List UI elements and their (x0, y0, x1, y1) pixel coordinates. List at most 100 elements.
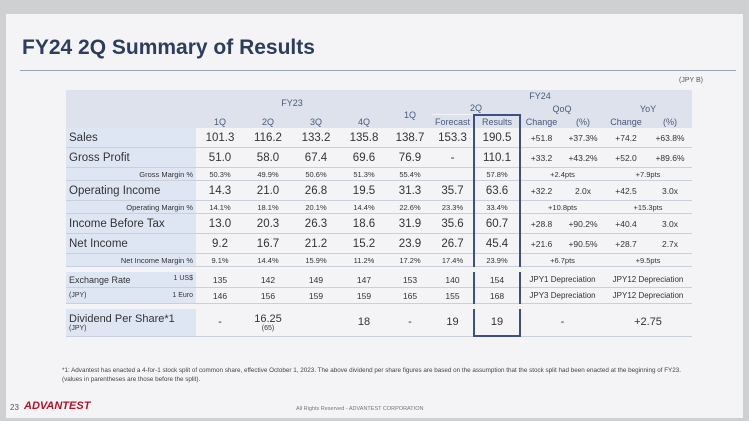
cell: 19 (432, 309, 475, 337)
cell: JPY3 Depreciation (520, 287, 605, 304)
column-header: 3Q (292, 115, 340, 128)
cell: 50.3% (196, 167, 244, 181)
cell: 15.9% (292, 253, 340, 267)
cell: 142 (244, 272, 292, 288)
row-sublabel: 1 US$ (173, 274, 193, 282)
cell: +89.6% (648, 147, 693, 168)
cell: 116.2 (244, 128, 292, 148)
cell: 20.1% (292, 200, 340, 214)
row-label: Sales (66, 128, 196, 148)
cell: +28.7 (604, 233, 649, 254)
column-header: Forecast (432, 115, 475, 128)
cell: 147 (340, 272, 388, 288)
cell: +33.2 (520, 147, 563, 168)
cell: +9.5pts (604, 253, 693, 267)
cell: 26.7 (432, 233, 475, 254)
column-header: 4Q (340, 115, 388, 128)
cell: 20.3 (244, 213, 292, 234)
logo: ADVANTEST (24, 400, 91, 412)
cell-value: 16.25 (254, 312, 282, 325)
results-table: FY23 FY24 1Q 2Q QoQ YoY 1Q 2Q 3Q 4Q Forecast Result… (66, 90, 693, 337)
slide: FY24 2Q Summary of Results (JPY B) FY23 F… (6, 14, 743, 418)
cell: 23.3% (432, 200, 475, 214)
column-header: QoQ (520, 102, 605, 115)
cell: 35.6 (432, 213, 475, 234)
cell: 51.0 (196, 147, 244, 168)
cell: +43.2% (562, 147, 605, 168)
cell: 149 (292, 272, 340, 288)
row-label: Operating Margin % (66, 200, 196, 214)
column-header: 1Q (388, 102, 432, 128)
cell: 156 (244, 287, 292, 304)
cell: +37.3% (562, 128, 605, 148)
row-label: Net Income Margin % (66, 253, 196, 267)
cell: 13.0 (196, 213, 244, 234)
cell: +2.75 (604, 309, 693, 337)
group-label: (JPY) (69, 292, 87, 299)
cell: 11.2% (340, 253, 388, 267)
cell: 16.7 (244, 233, 292, 254)
row-unit: (JPY) (69, 324, 87, 332)
cell: 138.7 (388, 128, 432, 148)
row-label: Gross Margin % (66, 167, 196, 181)
row-label: Gross Profit (66, 147, 196, 168)
cell: +90.2% (562, 213, 605, 234)
cell: 14.4% (244, 253, 292, 267)
group-header: FY24 (388, 90, 693, 102)
cell: +63.8% (648, 128, 693, 148)
column-header: 1Q (196, 115, 244, 128)
cell: 31.9 (388, 213, 432, 234)
cell: 165 (388, 287, 432, 304)
cell: 23.9 (388, 233, 432, 254)
cell: 190.5 (473, 128, 522, 148)
cell-note: (65) (261, 324, 275, 332)
cell: 9.2 (196, 233, 244, 254)
cell: 135 (196, 272, 244, 288)
cell: 26.3 (292, 213, 340, 234)
cell: 23.9% (473, 253, 522, 267)
cell: 146 (196, 287, 244, 304)
cell: +6.7pts (520, 253, 605, 267)
cell: 133.2 (292, 128, 340, 148)
cell: 155 (432, 287, 475, 304)
row-label: Dividend Per Share*1 (JPY) (66, 309, 196, 337)
row-label: Net Income (66, 233, 196, 254)
cell: 76.9 (388, 147, 432, 168)
corner (66, 90, 196, 128)
cell: 19.5 (340, 180, 388, 201)
cell: 9.1% (196, 253, 244, 267)
cell: +40.4 (604, 213, 649, 234)
cell: 63.6 (473, 180, 522, 201)
cell: 2.0x (562, 180, 605, 201)
cell: 22.6% (388, 200, 432, 214)
row-sublabel: 1 Euro (172, 292, 193, 299)
column-header: Results (473, 114, 522, 128)
page-number: 23 (10, 403, 19, 412)
cell: 16.25 (65) (244, 309, 292, 337)
column-header: 2Q (244, 115, 292, 128)
column-header: YoY (604, 102, 693, 115)
cell: 101.3 (196, 128, 244, 148)
cell: +21.6 (520, 233, 563, 254)
cell: +15.3pts (604, 200, 693, 214)
cell: 153.3 (432, 128, 475, 148)
column-header: Change (604, 115, 649, 128)
cell: 140 (432, 272, 475, 288)
cell: +42.5 (604, 180, 649, 201)
cell: 18.6 (340, 213, 388, 234)
cell: 21.0 (244, 180, 292, 201)
cell: 21.2 (292, 233, 340, 254)
cell: 35.7 (432, 180, 475, 201)
cell: - (432, 147, 475, 168)
group-label: Exchange Rate (69, 274, 131, 285)
cell: +28.8 (520, 213, 563, 234)
cell: JPY12 Depreciation (604, 272, 693, 288)
cell: 57.8% (473, 167, 522, 181)
cell: 154 (473, 272, 522, 288)
cell: 67.4 (292, 147, 340, 168)
unit: (JPY B) (679, 77, 703, 84)
row-label: Exchange Rate 1 US$ (66, 272, 196, 288)
title-rule (20, 70, 736, 71)
cell: 51.3% (340, 167, 388, 181)
